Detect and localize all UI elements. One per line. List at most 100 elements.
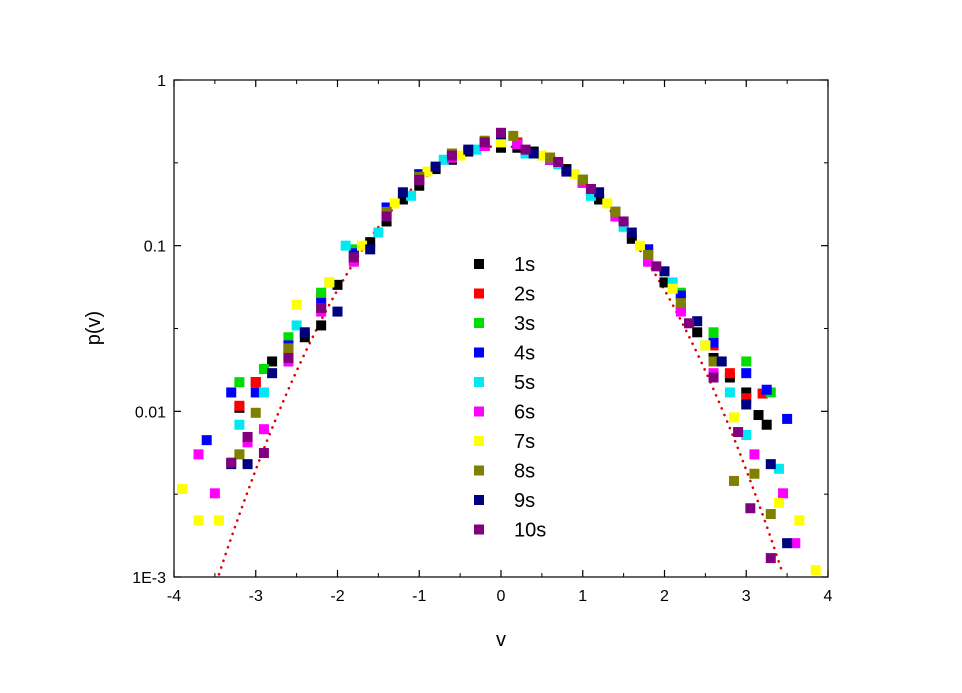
data-point	[594, 187, 605, 198]
data-point	[675, 306, 686, 317]
data-point	[316, 287, 327, 298]
plot-frame	[173, 79, 829, 578]
data-point	[496, 142, 506, 153]
data-point	[761, 384, 772, 395]
data-point	[741, 399, 752, 410]
data-point	[324, 277, 335, 288]
data-point	[675, 290, 686, 301]
data-point	[626, 233, 637, 244]
x-tick-label: 3	[742, 588, 751, 605]
data-point	[561, 166, 572, 177]
legend-swatch	[474, 524, 484, 535]
data-point	[389, 198, 400, 209]
x-tick-label: -2	[330, 588, 344, 605]
data-point	[585, 190, 596, 201]
series-4	[201, 137, 793, 446]
data-point	[741, 356, 752, 367]
data-point	[496, 137, 506, 148]
data-point	[397, 187, 408, 198]
legend-item: 3s	[474, 313, 535, 335]
legend-label: 3s	[514, 313, 535, 335]
data-point	[340, 240, 351, 251]
series-7	[177, 137, 821, 576]
points-layer	[177, 127, 821, 576]
data-point	[283, 343, 294, 354]
data-point	[201, 435, 212, 446]
data-point	[773, 497, 784, 508]
data-point	[291, 320, 302, 331]
data-point	[430, 161, 441, 172]
data-point	[438, 154, 449, 165]
data-point	[577, 174, 588, 185]
data-point	[209, 488, 220, 499]
data-point	[422, 166, 433, 177]
series-10	[226, 127, 776, 564]
data-point	[708, 337, 719, 348]
data-point	[659, 277, 670, 288]
data-point	[250, 387, 261, 398]
x-tick-label: 4	[824, 588, 833, 605]
legend-swatch	[474, 406, 484, 417]
data-point	[373, 227, 384, 238]
data-point	[250, 377, 261, 388]
legend-swatch	[474, 377, 484, 387]
data-point	[250, 407, 261, 418]
data-point	[332, 279, 343, 290]
y-tick-label: 1E-3	[132, 570, 166, 587]
x-tick-label: 2	[660, 588, 669, 605]
data-point	[684, 318, 695, 329]
data-point	[618, 221, 629, 232]
legend-swatch	[474, 465, 484, 476]
data-point	[316, 320, 327, 331]
legend-label: 8s	[514, 461, 535, 483]
data-point	[765, 553, 776, 564]
data-point	[258, 364, 269, 375]
legend: 1s 2s 3s 4s 5s 6s 7s 8s 9s 10s	[474, 254, 546, 542]
data-point	[708, 327, 719, 338]
data-point	[397, 194, 408, 205]
legend-label: 1s	[514, 254, 535, 276]
data-point	[724, 368, 735, 379]
x-tick-label: -1	[412, 588, 426, 605]
data-point	[213, 515, 224, 526]
data-point	[528, 148, 539, 159]
legend-swatch	[474, 436, 484, 446]
data-point	[790, 538, 801, 549]
data-point	[594, 194, 605, 205]
legend-item: 8s	[474, 461, 535, 483]
data-point	[283, 332, 294, 343]
data-point	[381, 211, 392, 222]
legend-swatch	[474, 495, 484, 505]
data-point	[267, 368, 278, 379]
legend-label: 10s	[514, 520, 546, 542]
data-point	[610, 206, 621, 217]
data-point	[508, 130, 519, 141]
legend-item: 2s	[474, 284, 535, 306]
data-point	[765, 509, 776, 520]
legend-item: 4s	[474, 343, 535, 365]
ticks-layer: -4 -3 -2 -1 0 1 2 3 4 1E-3 0.01 0.1 1	[132, 73, 832, 605]
data-point	[242, 459, 253, 470]
data-point	[651, 261, 662, 272]
data-point	[299, 327, 310, 338]
data-point	[193, 449, 204, 460]
data-point	[708, 372, 719, 383]
data-point	[226, 387, 237, 398]
data-point	[446, 150, 457, 161]
data-point	[643, 249, 654, 260]
data-point	[234, 377, 245, 388]
data-point	[741, 368, 752, 379]
y-axis-label: p(v)	[83, 311, 105, 345]
data-point	[626, 227, 637, 238]
data-point	[291, 299, 302, 310]
series-9	[226, 129, 793, 549]
data-point	[234, 449, 245, 460]
data-point	[177, 483, 188, 494]
data-point	[226, 457, 237, 468]
data-point	[741, 393, 752, 404]
legend-label: 9s	[514, 490, 535, 512]
data-point	[618, 216, 629, 227]
data-point	[520, 144, 531, 155]
x-tick-label: 0	[497, 588, 506, 605]
